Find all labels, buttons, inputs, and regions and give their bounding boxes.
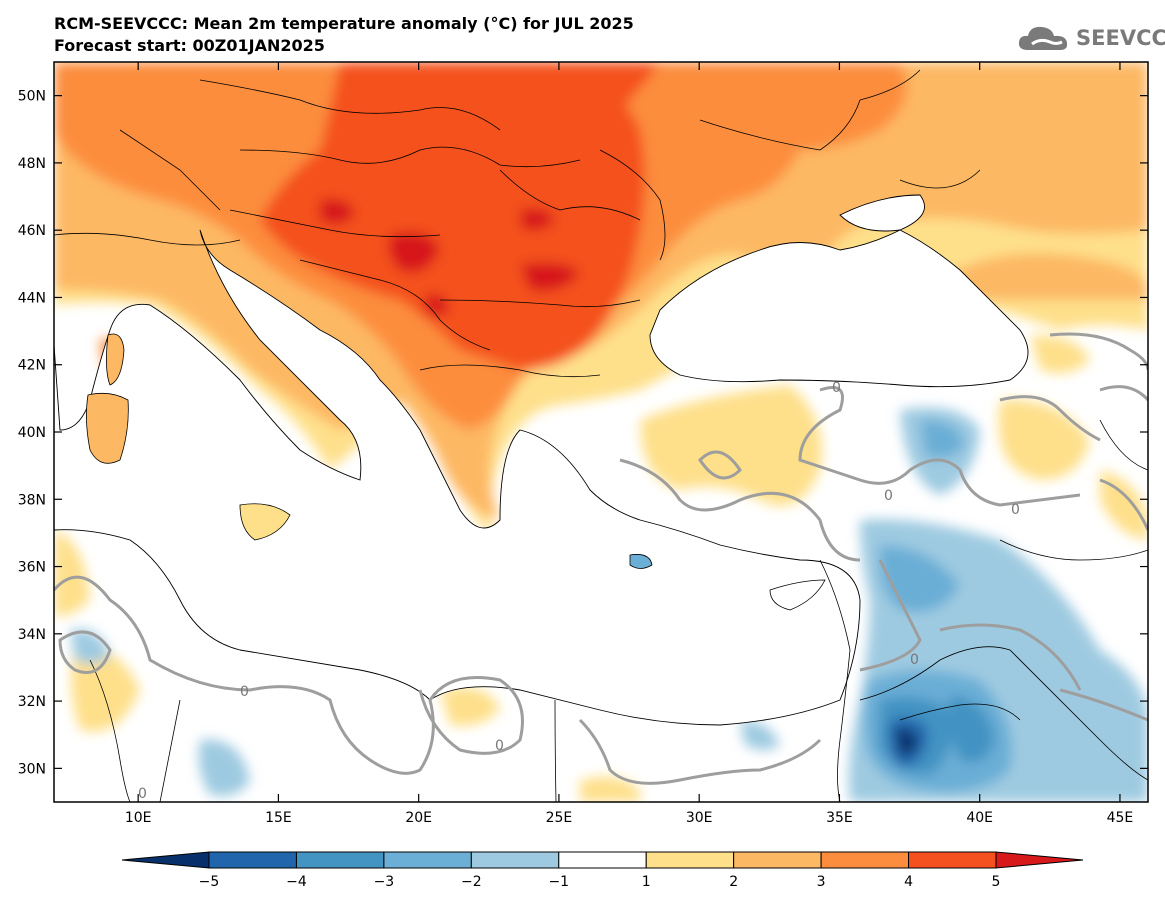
lat-tick-label: 50N bbox=[18, 89, 46, 105]
colorbar-segment bbox=[733, 851, 822, 869]
cloud-logo-icon bbox=[1018, 26, 1068, 50]
colorbar-label: −4 bbox=[286, 874, 307, 890]
latitude-axis: 50N 48N 46N 44N 42N 40N 38N 36N 34N 32N 30N bbox=[18, 89, 1148, 777]
lat-tick-label: 34N bbox=[18, 627, 46, 643]
forecast-start-label: Forecast start: 00Z01JAN2025 bbox=[54, 36, 325, 55]
seevccc-logo: SEEVCCC bbox=[1016, 20, 1165, 56]
colorbar-max-arrow bbox=[995, 851, 1084, 869]
longitude-axis: 10E 15E 20E 25E 30E 35E 40E 45E bbox=[125, 62, 1133, 826]
lat-tick-label: 44N bbox=[18, 290, 46, 306]
lon-tick-label: 20E bbox=[405, 810, 432, 826]
lat-tick-label: 46N bbox=[18, 223, 46, 239]
lat-tick-label: 42N bbox=[18, 358, 46, 374]
sea-mask bbox=[54, 194, 1029, 726]
colorbar: −5 −4 −3 −2 −1 1 2 3 4 5 bbox=[121, 851, 1084, 890]
colorbar-label: −5 bbox=[199, 874, 220, 890]
colorbar-segment bbox=[470, 851, 560, 869]
zero-label: 0 bbox=[495, 738, 504, 754]
logo-text: SEEVCCC bbox=[1076, 26, 1165, 50]
colorbar-label: −3 bbox=[374, 874, 395, 890]
lon-tick-label: 10E bbox=[125, 810, 152, 826]
islands bbox=[86, 333, 826, 611]
colorbar-label: 5 bbox=[992, 874, 1001, 890]
colorbar-label: 3 bbox=[817, 874, 826, 890]
colorbar-segment bbox=[383, 851, 472, 869]
lat-tick-label: 36N bbox=[18, 560, 46, 576]
colorbar-segment bbox=[558, 851, 647, 869]
colorbar-segment bbox=[820, 851, 910, 869]
map-field: 0 0 0 0 0 0 0 bbox=[54, 62, 1148, 802]
zero-label: 0 bbox=[884, 488, 893, 504]
colorbar-segment bbox=[908, 851, 997, 869]
colorbar-label: −2 bbox=[461, 874, 482, 890]
lon-tick-label: 15E bbox=[265, 810, 292, 826]
lat-tick-label: 48N bbox=[18, 156, 46, 172]
colorbar-min-arrow bbox=[121, 851, 210, 869]
zero-label: 0 bbox=[240, 684, 249, 700]
colorbar-label: 2 bbox=[729, 874, 738, 890]
lat-tick-label: 30N bbox=[18, 761, 46, 777]
zero-label: 0 bbox=[910, 652, 919, 668]
lat-tick-label: 32N bbox=[18, 694, 46, 710]
colorbar-segment bbox=[295, 851, 385, 869]
zero-label: 0 bbox=[1011, 502, 1020, 518]
lon-tick-label: 25E bbox=[546, 810, 573, 826]
colorbar-label: −1 bbox=[548, 874, 569, 890]
colorbar-segment bbox=[208, 851, 297, 869]
lon-tick-label: 30E bbox=[686, 810, 713, 826]
lat-tick-label: 38N bbox=[18, 492, 46, 508]
zero-label: 0 bbox=[832, 380, 841, 396]
map-title: RCM-SEEVCCC: Mean 2m temperature anomaly… bbox=[54, 14, 634, 33]
colorbar-segment bbox=[645, 851, 735, 869]
lon-tick-label: 45E bbox=[1107, 810, 1134, 826]
lon-tick-label: 40E bbox=[966, 810, 993, 826]
zero-label: 0 bbox=[138, 786, 147, 802]
colorbar-label: 4 bbox=[904, 874, 913, 890]
lon-tick-label: 35E bbox=[826, 810, 853, 826]
zero-contours bbox=[54, 332, 1148, 785]
lat-tick-label: 40N bbox=[18, 425, 46, 441]
colorbar-label: 1 bbox=[642, 874, 651, 890]
country-borders bbox=[54, 69, 1148, 802]
contour-labels: 0 0 0 0 0 0 0 bbox=[138, 380, 1020, 802]
